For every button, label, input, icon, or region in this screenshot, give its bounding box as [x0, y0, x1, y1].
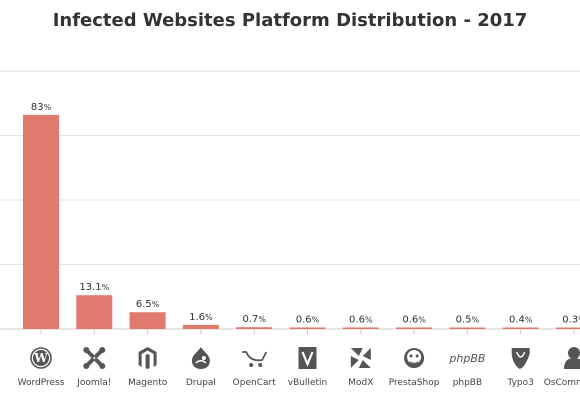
- bar-joomla: [76, 295, 113, 329]
- data-label: 0.4%: [509, 315, 533, 326]
- svg-text:phpBB: phpBB: [448, 352, 485, 365]
- data-label: 83%: [31, 102, 52, 113]
- data-label: 0.5%: [456, 315, 480, 326]
- bar-drupal: [182, 324, 219, 329]
- bar-typo3: [502, 327, 539, 329]
- category-label: OpenCart: [233, 378, 277, 388]
- category-label: PrestaShop: [389, 378, 440, 388]
- drupal-icon: [191, 347, 210, 369]
- modx-icon: [350, 348, 371, 368]
- wordpress-icon: W: [30, 347, 52, 369]
- svg-text:W: W: [33, 351, 48, 365]
- data-label: 6.5%: [136, 299, 160, 310]
- bar-oscommerce: [556, 327, 580, 329]
- data-label: 0.6%: [296, 314, 320, 325]
- category-label: WordPress: [18, 378, 65, 388]
- bar-phpbb: [449, 327, 486, 329]
- category-label: phpBB: [453, 378, 482, 388]
- chart-title: Infected Websites Platform Distribution …: [52, 10, 528, 31]
- grid-lines: [0, 70, 580, 334]
- category-label: vBulletin: [288, 378, 327, 388]
- data-label: 0.3%: [562, 315, 580, 326]
- category-label: OsCommerce: [544, 378, 580, 388]
- bar-modx: [342, 327, 379, 329]
- category-labels: WordPress Joomla! Magento Drupal OpenCart vBu…: [18, 378, 580, 388]
- magento-icon: [138, 347, 157, 369]
- category-label: ModX: [348, 378, 373, 388]
- data-label: 0.7%: [242, 314, 266, 325]
- data-label: 0.6%: [402, 314, 426, 325]
- opencart-icon: [242, 351, 268, 367]
- prestashop-icon: [404, 348, 425, 368]
- bar-vbulletin: [289, 327, 326, 329]
- vbulletin-icon: [298, 347, 317, 369]
- category-label: Joomla!: [76, 378, 111, 388]
- data-label: 1.6%: [189, 312, 213, 323]
- oscommerce-icon: [564, 347, 580, 369]
- bar-wordpress: [23, 114, 59, 329]
- bar-magento: [129, 312, 166, 329]
- data-label: 0.6%: [349, 314, 373, 325]
- category-label: Typo3: [507, 378, 534, 388]
- data-label: 13.1%: [79, 282, 109, 293]
- category-label: Drupal: [186, 378, 216, 388]
- value-labels: 83% 13.1% 6.5% 1.6% 0.7% 0.6% 0.6% 0.6% 0.5% 0.4%…: [31, 102, 580, 326]
- phpbb-icon: phpBB: [448, 352, 485, 365]
- category-label: Magento: [128, 378, 168, 388]
- bars: [23, 114, 580, 329]
- bar-prestashop: [396, 327, 433, 329]
- typo3-icon: [511, 348, 530, 369]
- bar-opencart: [236, 327, 273, 329]
- joomla-icon: [83, 347, 106, 369]
